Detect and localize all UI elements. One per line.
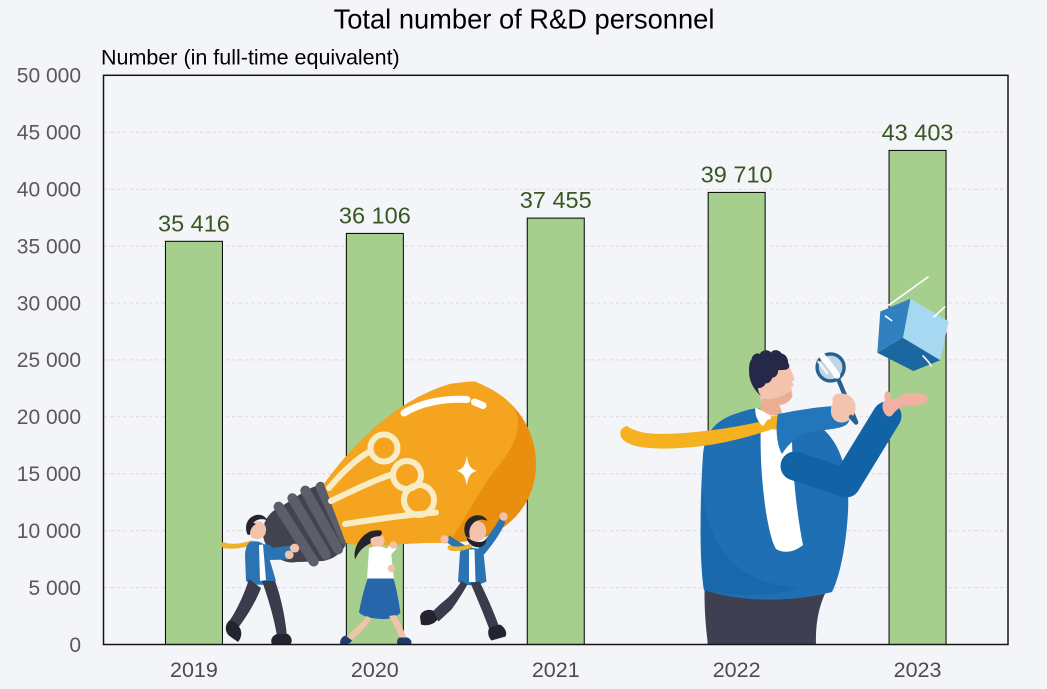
svg-text:35 416: 35 416 xyxy=(158,210,230,236)
svg-text:39 710: 39 710 xyxy=(701,161,773,187)
svg-text:15 000: 15 000 xyxy=(17,463,81,486)
svg-text:36 106: 36 106 xyxy=(339,202,411,228)
svg-text:20 000: 20 000 xyxy=(17,406,81,429)
svg-text:10 000: 10 000 xyxy=(17,520,81,543)
svg-text:Total number of R&D personnel: Total number of R&D personnel xyxy=(334,3,715,34)
svg-text:43 403: 43 403 xyxy=(882,119,954,145)
svg-text:0: 0 xyxy=(69,634,81,657)
svg-text:2023: 2023 xyxy=(894,658,942,682)
svg-text:2019: 2019 xyxy=(170,658,218,682)
svg-text:50 000: 50 000 xyxy=(17,65,81,88)
svg-text:30 000: 30 000 xyxy=(17,292,81,315)
svg-text:37 455: 37 455 xyxy=(520,187,592,213)
svg-text:2020: 2020 xyxy=(351,658,399,682)
svg-text:25 000: 25 000 xyxy=(17,349,81,372)
svg-text:45 000: 45 000 xyxy=(17,122,81,145)
svg-text:40 000: 40 000 xyxy=(17,179,81,202)
svg-text:Number (in full-time equival: Number (in full-time equivalent) xyxy=(101,46,400,70)
svg-text:2021: 2021 xyxy=(532,658,580,682)
svg-text:2022: 2022 xyxy=(713,658,761,682)
svg-text:35 000: 35 000 xyxy=(17,235,81,258)
svg-text:5 000: 5 000 xyxy=(28,577,81,600)
